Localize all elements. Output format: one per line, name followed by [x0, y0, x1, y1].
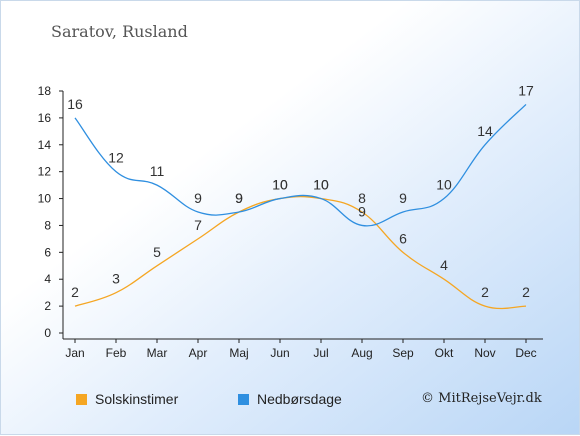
data-label: 10	[313, 177, 329, 193]
data-label: 14	[477, 123, 493, 139]
data-label: 9	[399, 190, 407, 206]
data-label: 11	[150, 163, 165, 179]
y-tick-label: 6	[44, 245, 51, 259]
data-label: 17	[518, 82, 534, 98]
y-tick-label: 12	[38, 165, 52, 179]
data-label: 6	[399, 230, 407, 246]
x-tick-label: Dec	[515, 346, 536, 360]
x-tick-label: Maj	[229, 346, 248, 360]
legend-item-sun: Solskinstimer	[76, 391, 178, 407]
series-lines	[74, 103, 527, 310]
x-tick-label: Jul	[313, 346, 328, 360]
data-label: 4	[440, 257, 448, 273]
data-label: 10	[272, 177, 288, 193]
data-label: 9	[235, 190, 243, 206]
data-label: 10	[436, 177, 452, 193]
data-label: 12	[108, 150, 124, 166]
legend-label-rain: Nedbørsdage	[257, 391, 342, 407]
x-tick-label: Okt	[435, 346, 454, 360]
y-tick-label: 14	[38, 138, 52, 152]
y-tick-label: 8	[44, 218, 51, 232]
legend-item-rain: Nedbørsdage	[238, 391, 342, 407]
copyright-text: © MitRejseVejr.dk	[421, 391, 542, 406]
data-label: 16	[67, 96, 83, 112]
y-tick-label: 18	[38, 84, 52, 98]
data-label: 9	[358, 203, 366, 219]
x-tick-label: Aug	[351, 346, 372, 360]
legend-label-sun: Solskinstimer	[95, 391, 179, 407]
data-label: 9	[194, 190, 202, 206]
data-label: 2	[522, 284, 530, 300]
x-tick-label: Mar	[147, 346, 168, 360]
legend-swatch-sun	[76, 393, 87, 405]
data-label: 9	[235, 190, 243, 206]
x-tick-label: Jan	[65, 346, 84, 360]
data-label: 3	[112, 271, 120, 287]
chart-subtitle: Saratov, Rusland	[51, 22, 188, 41]
x-tick-label: Nov	[474, 346, 495, 360]
x-tick-label: Sep	[392, 346, 414, 360]
series-line-rain	[74, 103, 527, 227]
y-tick-label: 16	[38, 111, 52, 125]
y-tick-label: 10	[38, 192, 52, 206]
series-line-sun	[74, 195, 527, 310]
data-label: 2	[71, 284, 79, 300]
data-label: 10	[272, 177, 288, 193]
x-tick-label: Jun	[270, 346, 289, 360]
legend-swatch-rain	[238, 393, 249, 405]
data-label: 2	[481, 284, 489, 300]
data-label: 5	[153, 244, 161, 260]
x-tick-label: Feb	[106, 346, 127, 360]
data-label: 7	[194, 217, 202, 233]
x-tick-label: Apr	[189, 346, 208, 360]
y-tick-label: 2	[44, 299, 51, 313]
data-label: 8	[358, 190, 366, 206]
axes: 0 2 4 6 8 10 12 14 16 18 Jan Feb Mar Apr Maj Jun Jul Aug S…	[38, 84, 543, 360]
data-label: 10	[313, 177, 329, 193]
y-tick-label: 4	[44, 272, 51, 286]
y-tick-label: 0	[44, 326, 51, 340]
